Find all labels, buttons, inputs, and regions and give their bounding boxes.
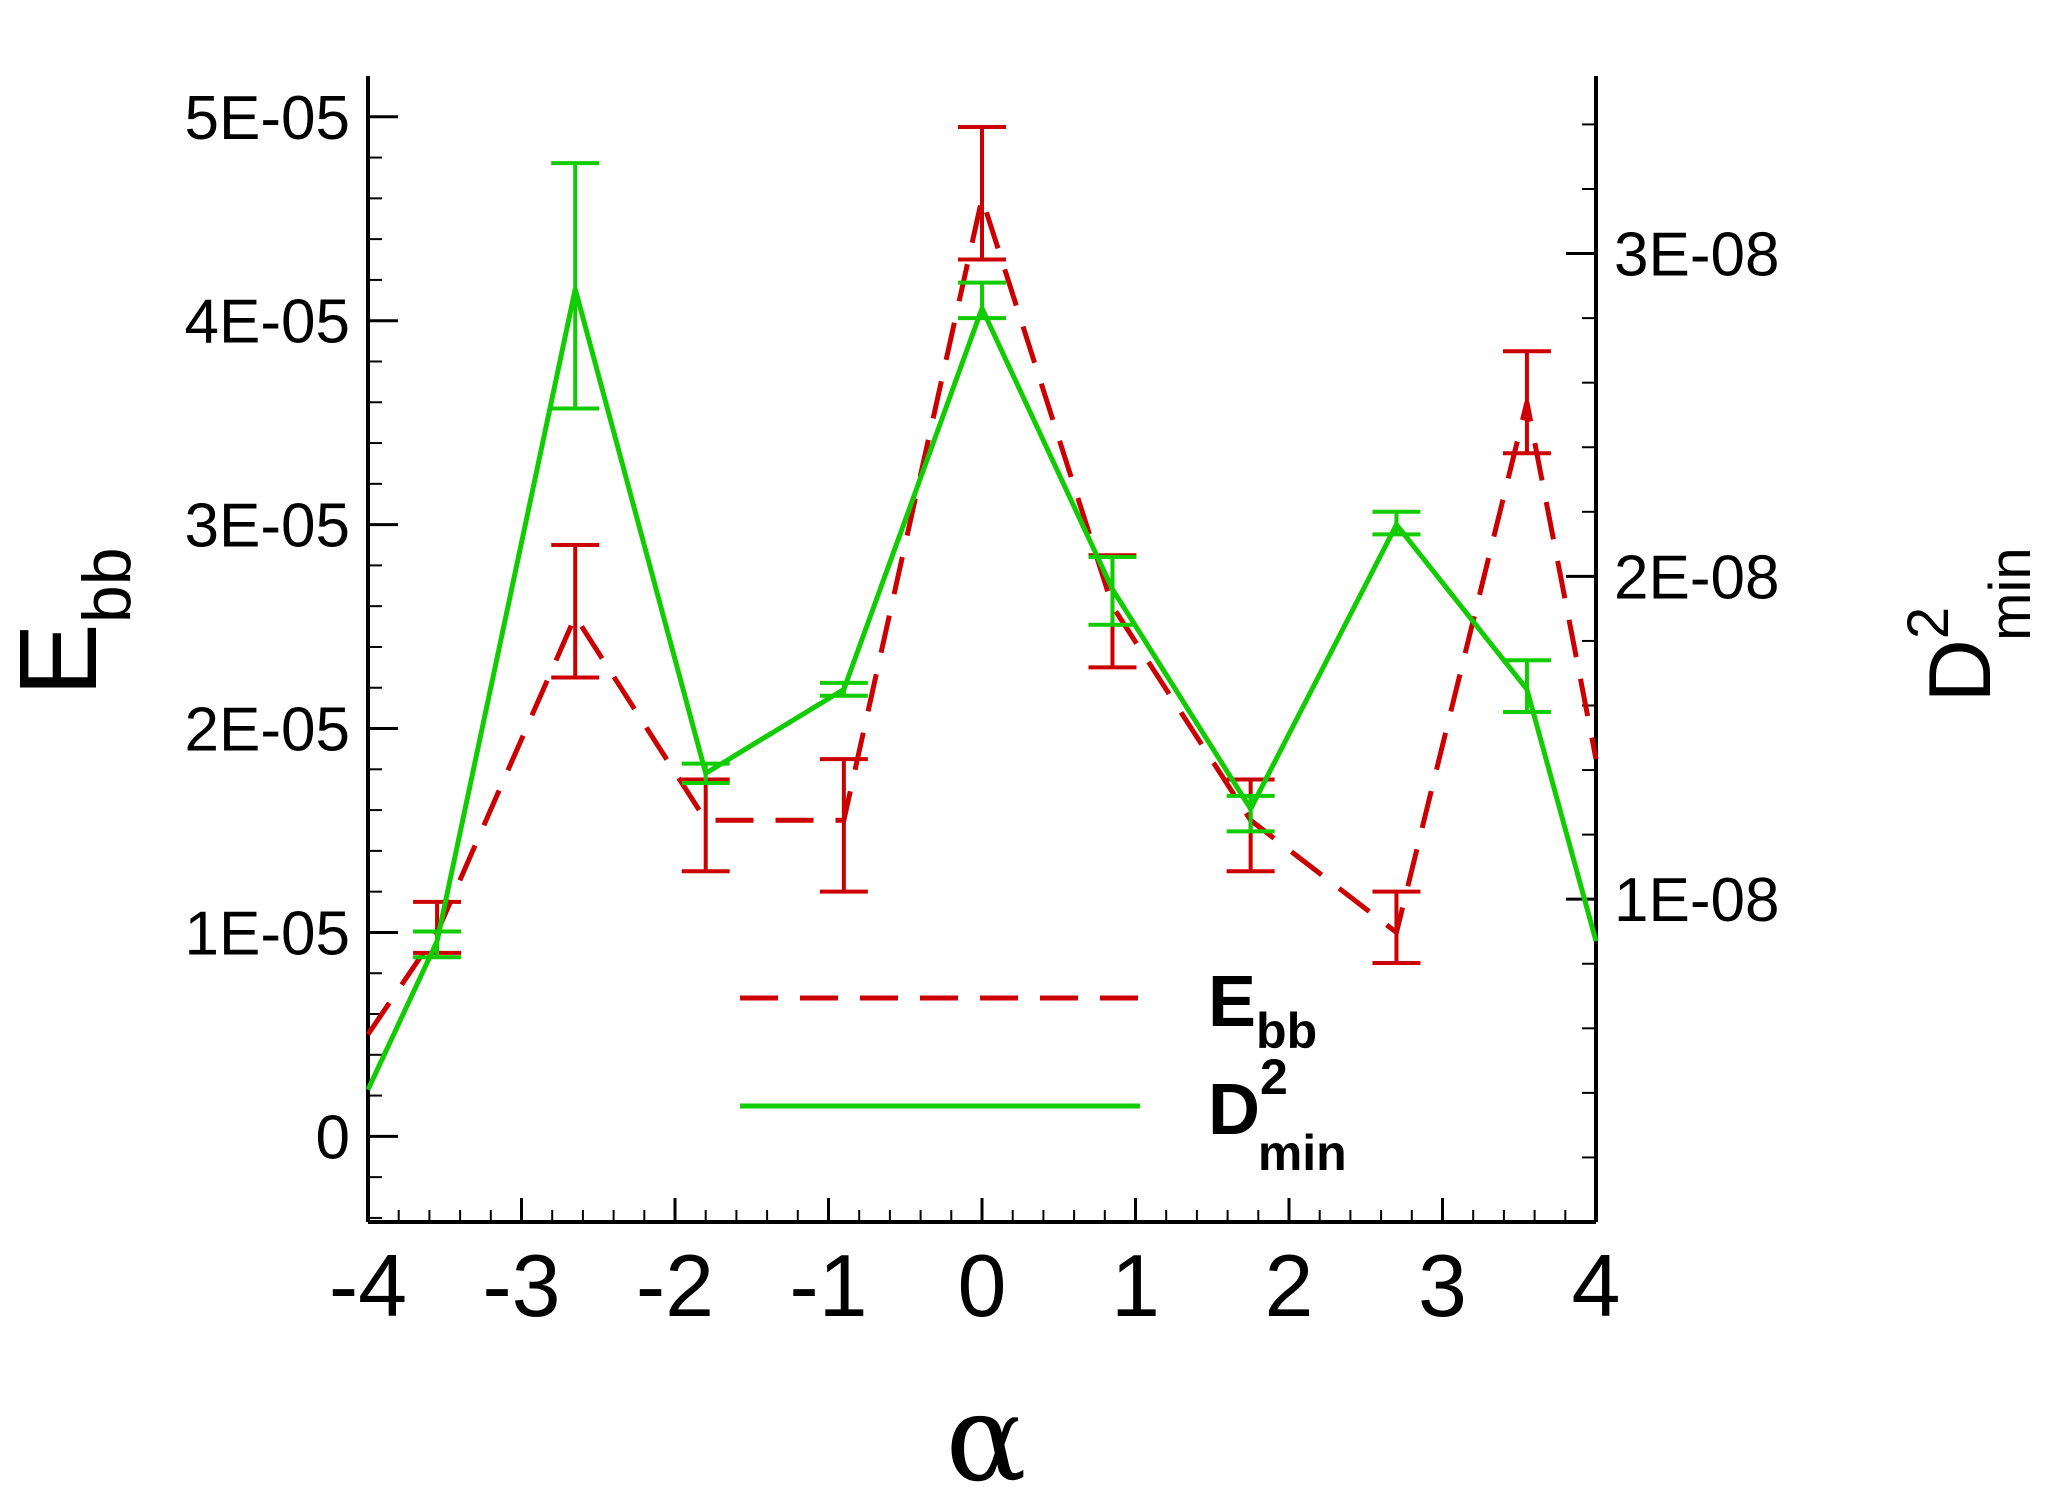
x-axis-label: α	[945, 1370, 1026, 1490]
y-right-axis-label: D2 min	[1896, 547, 2043, 702]
y-left-tick-label: 0	[316, 1103, 350, 1172]
x-tick-label: -1	[789, 1236, 867, 1335]
y-left-axis-label-main: E	[0, 623, 120, 696]
y-right-tick-label: 1E-08	[1614, 866, 1779, 935]
y-left-tick-label: 5E-05	[185, 84, 350, 153]
y-left-tick-label: 3E-05	[185, 492, 350, 561]
x-tick-label: -2	[636, 1236, 714, 1335]
y-right-tick-label: 3E-08	[1614, 221, 1779, 290]
legend-label-ebb: Ebb	[1208, 962, 1317, 1059]
y-left-tick-label: 1E-05	[185, 899, 350, 968]
legend: Ebb D2 min	[740, 962, 1347, 1181]
x-tick-label: -4	[329, 1236, 407, 1335]
y-left-axis-label-sub: bb	[69, 547, 145, 623]
x-tick-label: 1	[1111, 1236, 1160, 1335]
x-tick-label: 0	[958, 1236, 1007, 1335]
y-right-axis-label-sub: min	[1978, 547, 2043, 640]
y-right-axis-label-main: D	[1910, 639, 2009, 703]
x-tick-label: 3	[1418, 1236, 1467, 1335]
y-right-axis-label-sup: 2	[1896, 607, 1961, 639]
y-right-tick-label: 2E-08	[1614, 543, 1779, 612]
x-tick-label: 2	[1265, 1236, 1314, 1335]
y-left-axis-label: Ebb	[0, 547, 145, 696]
x-tick-label: -3	[482, 1236, 560, 1335]
legend-label-dmin: D2 min	[1208, 1049, 1347, 1181]
y-left-tick-label: 4E-05	[185, 288, 350, 357]
x-tick-label: 4	[1572, 1236, 1621, 1335]
plot-area: -4 -3 -2 -1 0 1 2 3 4 0 1E-05 2E-05 3E-05 4E-05 5E-05 1…	[185, 76, 1779, 1335]
y-left-tick-label: 2E-05	[185, 696, 350, 765]
series-line-0	[365, 188, 1599, 1036]
